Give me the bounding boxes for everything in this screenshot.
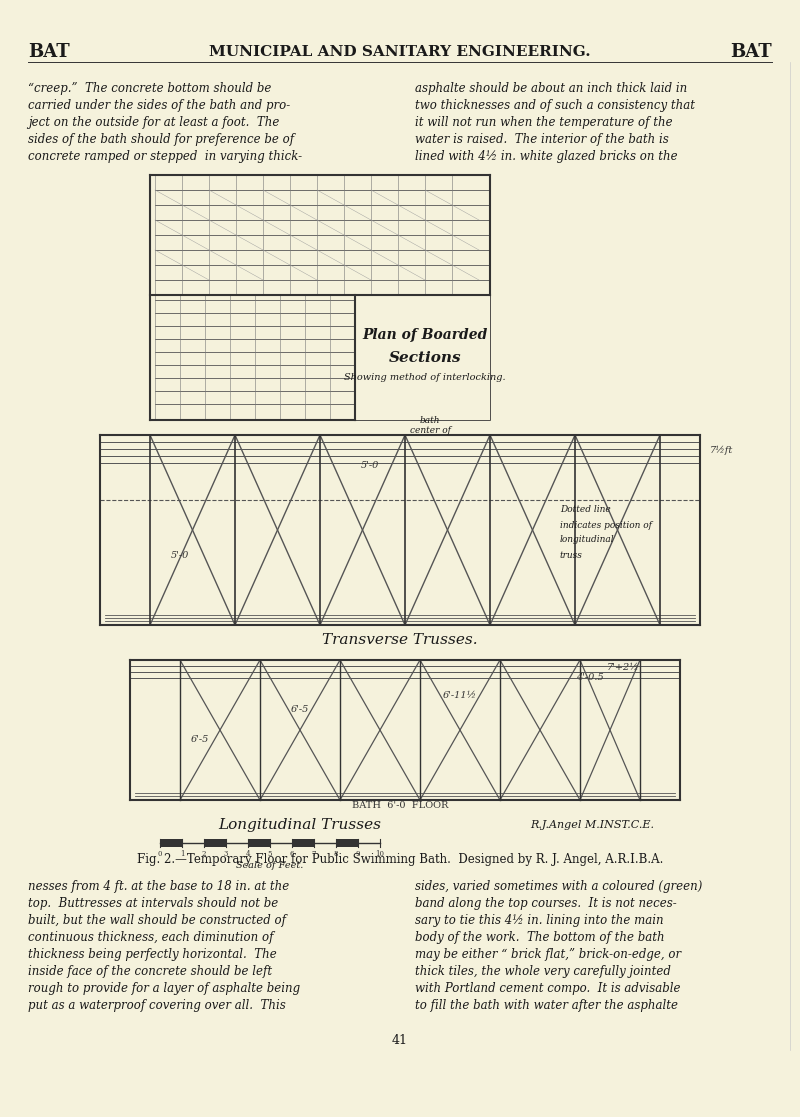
Bar xyxy=(292,839,314,847)
Text: sary to tie this 4½ in. lining into the main: sary to tie this 4½ in. lining into the … xyxy=(415,914,664,927)
Text: asphalte should be about an inch thick laid in: asphalte should be about an inch thick l… xyxy=(415,82,687,95)
Text: built, but the wall should be constructed of: built, but the wall should be constructe… xyxy=(28,914,286,927)
Text: 3: 3 xyxy=(224,850,228,858)
Text: Plan of Boarded: Plan of Boarded xyxy=(362,328,488,342)
Text: Scale of Feet.: Scale of Feet. xyxy=(236,861,304,870)
Text: 4: 4 xyxy=(246,850,250,858)
Text: “creep.”  The concrete bottom should be: “creep.” The concrete bottom should be xyxy=(28,82,271,95)
Text: with Portland cement compo.  It is advisable: with Portland cement compo. It is advisa… xyxy=(415,982,681,995)
Text: 6'-5: 6'-5 xyxy=(191,735,209,745)
Text: 0: 0 xyxy=(158,850,162,858)
Text: longitudinal: longitudinal xyxy=(560,535,614,544)
Text: inside face of the concrete should be left: inside face of the concrete should be le… xyxy=(28,965,272,978)
Text: body of the work.  The bottom of the bath: body of the work. The bottom of the bath xyxy=(415,930,665,944)
Text: 41: 41 xyxy=(392,1033,408,1047)
Text: 5: 5 xyxy=(268,850,272,858)
Text: put as a waterproof covering over all.  This: put as a waterproof covering over all. T… xyxy=(28,999,286,1012)
Text: Sections: Sections xyxy=(389,351,462,365)
Text: truss: truss xyxy=(560,551,583,560)
Text: Transverse Trusses.: Transverse Trusses. xyxy=(322,633,478,647)
Text: 6'-5: 6'-5 xyxy=(291,706,309,715)
Text: Fig. 2.—Temporary Floor for Public Swimming Bath.  Designed by R. J. Angel, A.R.: Fig. 2.—Temporary Floor for Public Swimm… xyxy=(137,853,663,867)
Text: 7½ft: 7½ft xyxy=(710,446,734,455)
Text: 7'+2½: 7'+2½ xyxy=(607,663,640,672)
Text: rough to provide for a layer of asphalte being: rough to provide for a layer of asphalte… xyxy=(28,982,300,995)
Text: 7: 7 xyxy=(312,850,316,858)
Text: 6'-11½: 6'-11½ xyxy=(443,690,477,699)
Text: Dotted line: Dotted line xyxy=(560,506,610,515)
Text: concrete ramped or stepped  in varying thick-: concrete ramped or stepped in varying th… xyxy=(28,150,302,163)
Text: to fill the bath with water after the asphalte: to fill the bath with water after the as… xyxy=(415,999,678,1012)
Bar xyxy=(150,175,490,420)
Text: thick tiles, the whole very carefully jointed: thick tiles, the whole very carefully jo… xyxy=(415,965,671,978)
Text: 1: 1 xyxy=(180,850,184,858)
Text: may be either “ brick flat,” brick-on-edge, or: may be either “ brick flat,” brick-on-ed… xyxy=(415,948,681,961)
Text: Showing method of interlocking.: Showing method of interlocking. xyxy=(344,373,506,382)
Text: 4'-0.5: 4'-0.5 xyxy=(576,674,604,682)
Text: R.J.Angel M.INST.C.E.: R.J.Angel M.INST.C.E. xyxy=(530,820,654,830)
Text: 8: 8 xyxy=(334,850,338,858)
Text: band along the top courses.  It is not neces-: band along the top courses. It is not ne… xyxy=(415,897,677,910)
Text: continuous thickness, each diminution of: continuous thickness, each diminution of xyxy=(28,930,274,944)
Text: sides of the bath should for preference be of: sides of the bath should for preference … xyxy=(28,133,294,146)
Text: 2: 2 xyxy=(202,850,206,858)
Text: MUNICIPAL AND SANITARY ENGINEERING.: MUNICIPAL AND SANITARY ENGINEERING. xyxy=(209,45,591,59)
Bar xyxy=(160,839,182,847)
Text: 10: 10 xyxy=(375,850,385,858)
Text: water is raised.  The interior of the bath is: water is raised. The interior of the bat… xyxy=(415,133,669,146)
Text: bath: bath xyxy=(420,416,440,424)
Text: top.  Buttresses at intervals should not be: top. Buttresses at intervals should not … xyxy=(28,897,278,910)
Text: indicates position of: indicates position of xyxy=(560,521,652,529)
Text: sides, varied sometimes with a coloured (green): sides, varied sometimes with a coloured … xyxy=(415,880,702,892)
Text: BAT: BAT xyxy=(730,42,772,61)
Text: 6: 6 xyxy=(290,850,294,858)
Text: BATH  6'-0  FLOOR: BATH 6'-0 FLOOR xyxy=(352,801,448,810)
Text: nesses from 4 ft. at the base to 18 in. at the: nesses from 4 ft. at the base to 18 in. … xyxy=(28,880,290,892)
Bar xyxy=(204,839,226,847)
Text: center of: center of xyxy=(410,426,450,435)
Text: Longitudinal Trusses: Longitudinal Trusses xyxy=(218,818,382,832)
Bar xyxy=(248,839,270,847)
Text: 5'-0: 5'-0 xyxy=(361,460,379,469)
Bar xyxy=(355,295,490,420)
Text: 5'-0: 5'-0 xyxy=(171,551,189,560)
Text: two thicknesses and of such a consistency that: two thicknesses and of such a consistenc… xyxy=(415,99,695,112)
Text: ject on the outside for at least a foot.  The: ject on the outside for at least a foot.… xyxy=(28,116,279,128)
Text: carried under the sides of the bath and pro-: carried under the sides of the bath and … xyxy=(28,99,290,112)
Text: thickness being perfectly horizontal.  The: thickness being perfectly horizontal. Th… xyxy=(28,948,277,961)
Text: 9: 9 xyxy=(356,850,360,858)
Bar xyxy=(336,839,358,847)
Text: lined with 4½ in. white glazed bricks on the: lined with 4½ in. white glazed bricks on… xyxy=(415,150,678,163)
Text: it will not run when the temperature of the: it will not run when the temperature of … xyxy=(415,116,673,128)
Text: BAT: BAT xyxy=(28,42,70,61)
